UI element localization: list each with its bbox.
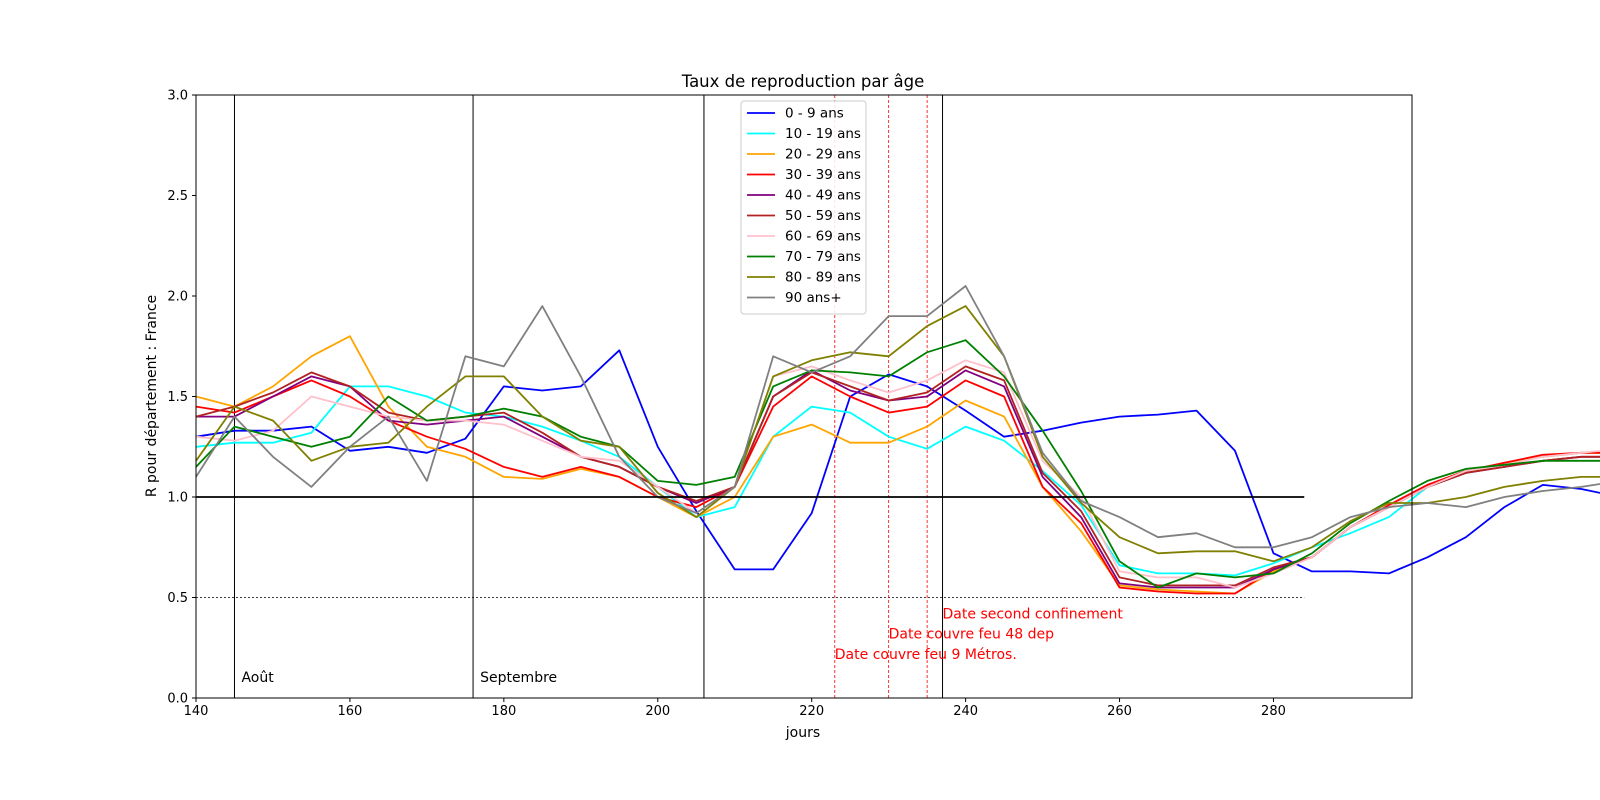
event-label: Date couvre feu 9 Métros. [835,647,1017,663]
x-tick-label: 140 [184,704,209,719]
month-label: Septembre [480,670,557,686]
y-tick-label: 1.0 [167,491,188,506]
chart-title: Taux de reproduction par âge [681,72,925,91]
x-tick-label: 160 [338,704,363,719]
series-line-1 [195,385,1600,577]
month-label: Août [241,670,274,686]
legend-label: 0 - 9 ans [785,106,844,122]
y-axis-label: R pour département : France [144,295,160,497]
event-label: Date second confinement [943,607,1124,623]
x-tick-label: 240 [953,704,978,719]
event-label: Date couvre feu 48 dep [889,627,1054,643]
legend-label: 80 - 89 ans [785,270,861,286]
y-tick-label: 0.5 [167,591,188,606]
x-tick-label: 280 [1261,704,1286,719]
series-line-5 [195,365,1600,587]
y-tick-label: 0.0 [167,692,188,707]
y-tick-label: 2.5 [167,189,188,204]
y-tick-label: 3.0 [167,89,188,104]
series-line-9 [195,285,1600,549]
legend-label: 90 ans+ [785,290,842,306]
legend-label: 40 - 49 ans [785,188,861,204]
x-tick-label: 260 [1107,704,1132,719]
series-line-4 [196,369,1600,589]
series-line-8 [195,305,1600,563]
x-tick-label: 180 [491,704,516,719]
x-tick-label: 220 [799,704,824,719]
series-line-6 [195,359,1600,589]
legend-label: 60 - 69 ans [785,229,861,245]
legend-label: 70 - 79 ans [785,249,861,265]
plot-area: Août Septembre Date couvre feu 9 Métros. Da… [195,95,1600,698]
series-line-3 [195,375,1600,595]
x-tick-label: 200 [645,704,670,719]
series-line-2 [195,335,1600,595]
y-tick-label: 2.0 [167,290,188,305]
legend-label: 50 - 59 ans [785,208,861,224]
legend: 0 - 9 ans 10 - 19 ans 20 - 29 ans 30 - 39 a… [740,100,867,315]
series-line-0 [195,349,1600,575]
x-axis-label: jours [785,725,820,741]
legend-label: 10 - 19 ans [785,126,861,142]
y-tick-label: 1.5 [167,390,188,405]
series-line-7 [195,339,1600,589]
legend-label: 20 - 29 ans [785,147,861,163]
legend-label: 30 - 39 ans [785,167,861,183]
